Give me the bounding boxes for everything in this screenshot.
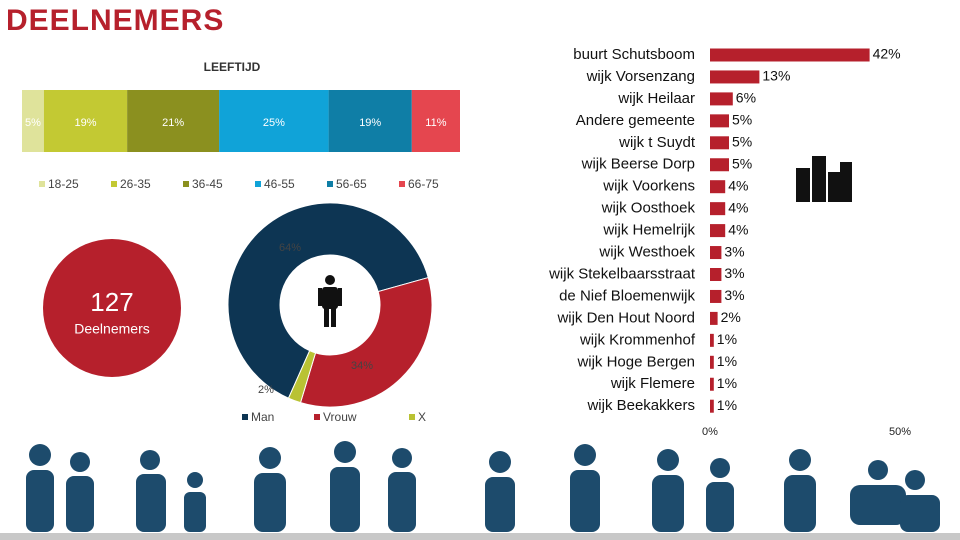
data-label: 34% <box>351 360 373 372</box>
category-label: buurt Schutsboom <box>573 46 695 63</box>
category-label: wijk Oosthoek <box>601 200 696 217</box>
data-label: 4% <box>728 221 748 237</box>
legend-label: 36-45 <box>192 177 223 191</box>
legend-label: 46-55 <box>264 177 295 191</box>
category-label: wijk Heilaar <box>617 90 695 107</box>
bar-segment <box>22 90 44 152</box>
x-tick-label: 0% <box>702 426 718 438</box>
legend-label: 18-25 <box>48 177 79 191</box>
data-label: 5% <box>732 112 752 128</box>
data-label: 3% <box>724 287 744 303</box>
bar <box>710 92 733 106</box>
bar <box>710 355 714 369</box>
data-label: 64% <box>279 242 301 254</box>
participants-count: 127 <box>90 287 133 317</box>
legend-marker <box>314 414 320 420</box>
category-label: wijk t Suydt <box>618 134 696 151</box>
page-title: DEELNEMERS <box>6 4 224 37</box>
bar-segment <box>219 90 329 152</box>
bar <box>710 180 726 194</box>
legend-label: Man <box>251 410 274 424</box>
data-label: 42% <box>873 46 901 62</box>
legend-marker <box>39 181 45 187</box>
donut-slice <box>299 276 433 408</box>
data-label: 5% <box>732 134 752 150</box>
bar <box>710 399 714 413</box>
data-label: 2% <box>721 309 741 325</box>
category-label: Andere gemeente <box>576 112 695 129</box>
chart-title: LEEFTIJD <box>204 60 261 74</box>
category-label: de Nief Bloemenwijk <box>559 287 695 304</box>
buildings-icon <box>796 156 852 202</box>
category-label: wijk Beekakkers <box>586 397 695 414</box>
data-label: 13% <box>762 68 790 84</box>
category-label: wijk Beerse Dorp <box>581 156 695 173</box>
data-label: 6% <box>736 90 756 106</box>
category-label: wijk Voorkens <box>602 178 695 195</box>
data-label: 5% <box>732 155 752 171</box>
person-icon <box>318 275 342 327</box>
bar-segment <box>411 90 460 152</box>
bar <box>710 202 726 216</box>
donut-slice <box>227 202 429 399</box>
x-tick-label: 50% <box>889 426 911 438</box>
data-label: 1% <box>717 397 737 413</box>
legend-marker <box>242 414 248 420</box>
bar <box>710 70 760 84</box>
legend-marker <box>399 181 405 187</box>
bar <box>710 311 718 325</box>
data-label: 4% <box>728 199 748 215</box>
category-label: wijk Krommenhof <box>579 331 696 348</box>
legend-label: 26-35 <box>120 177 151 191</box>
category-label: wijk Westhoek <box>598 244 695 261</box>
category-label: wijk Hemelrijk <box>602 222 695 239</box>
category-label: wijk Den Hout Noord <box>556 309 695 326</box>
legend-marker <box>327 181 333 187</box>
data-label: 3% <box>724 243 744 259</box>
bar <box>710 246 722 260</box>
participants-badge <box>43 239 181 377</box>
people-row <box>26 441 940 532</box>
legend-marker <box>183 181 189 187</box>
bar-segment <box>328 90 412 152</box>
bar <box>710 158 729 172</box>
data-label: 1% <box>717 375 737 391</box>
bar <box>710 114 729 128</box>
bar-segment <box>127 90 220 152</box>
data-label: 3% <box>724 265 744 281</box>
footer-band <box>0 533 960 540</box>
category-label: wijk Vorsenzang <box>586 68 695 85</box>
donut-slice <box>287 350 317 404</box>
bar <box>710 377 714 391</box>
legend-marker <box>409 414 415 420</box>
data-label: 19% <box>359 117 381 129</box>
bar <box>710 136 729 150</box>
legend-label: 56-65 <box>336 177 367 191</box>
bar <box>710 224 726 238</box>
data-label: 25% <box>263 117 285 129</box>
legend-label: Vrouw <box>323 410 357 424</box>
category-label: wijk Flemere <box>610 375 695 392</box>
data-label: 2% <box>258 384 274 396</box>
legend-label: 66-75 <box>408 177 439 191</box>
bar <box>710 289 722 303</box>
data-label: 1% <box>717 331 737 347</box>
data-label: 19% <box>74 117 96 129</box>
legend-marker <box>111 181 117 187</box>
bar <box>710 268 722 281</box>
category-label: wijk Hoge Bergen <box>576 353 695 370</box>
bar-segment <box>43 90 128 152</box>
bar <box>710 333 714 347</box>
data-label: 1% <box>717 353 737 369</box>
data-label: 5% <box>25 117 41 129</box>
data-label: 11% <box>425 117 446 129</box>
legend-marker <box>255 181 261 187</box>
legend-label: X <box>418 410 426 424</box>
participants-label: Deelnemers <box>74 321 149 337</box>
category-label: wijk Stekelbaarsstraat <box>548 265 696 282</box>
data-label: 21% <box>162 117 184 129</box>
bar <box>710 48 870 62</box>
data-label: 4% <box>728 177 748 193</box>
